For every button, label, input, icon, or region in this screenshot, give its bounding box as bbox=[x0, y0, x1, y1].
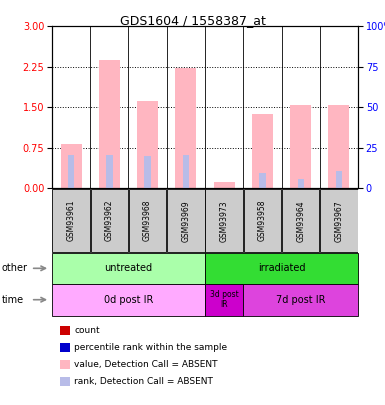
Bar bbox=[90, 189, 128, 252]
Bar bbox=[60, 144, 82, 188]
Text: GSM93961: GSM93961 bbox=[67, 200, 75, 241]
Bar bbox=[144, 156, 151, 188]
Text: count: count bbox=[74, 326, 100, 335]
Text: GSM93973: GSM93973 bbox=[219, 200, 229, 241]
Text: time: time bbox=[2, 295, 24, 305]
Bar bbox=[137, 101, 158, 188]
Text: other: other bbox=[2, 263, 28, 273]
Text: rank, Detection Call = ABSENT: rank, Detection Call = ABSENT bbox=[74, 377, 213, 386]
Bar bbox=[336, 171, 342, 188]
Text: 3d post
IR: 3d post IR bbox=[210, 290, 239, 309]
Text: GSM93958: GSM93958 bbox=[258, 200, 267, 241]
Text: GSM93962: GSM93962 bbox=[105, 200, 114, 241]
Bar bbox=[328, 105, 350, 188]
Text: untreated: untreated bbox=[104, 263, 152, 273]
Bar bbox=[175, 68, 196, 188]
Text: GSM93969: GSM93969 bbox=[181, 200, 191, 241]
Bar bbox=[259, 173, 266, 188]
Bar bbox=[167, 189, 205, 252]
Text: GSM93964: GSM93964 bbox=[296, 200, 305, 241]
Bar bbox=[244, 189, 281, 252]
Text: irradiated: irradiated bbox=[258, 263, 305, 273]
Bar bbox=[290, 105, 311, 188]
Bar bbox=[99, 60, 120, 188]
Bar bbox=[282, 189, 320, 252]
Bar bbox=[52, 189, 90, 252]
Bar bbox=[298, 179, 304, 188]
Text: 0d post IR: 0d post IR bbox=[104, 295, 153, 305]
Text: GSM93968: GSM93968 bbox=[143, 200, 152, 241]
Bar bbox=[68, 155, 74, 188]
Text: percentile rank within the sample: percentile rank within the sample bbox=[74, 343, 228, 352]
Bar bbox=[320, 189, 358, 252]
Bar bbox=[183, 155, 189, 188]
Bar bbox=[252, 114, 273, 188]
Text: value, Detection Call = ABSENT: value, Detection Call = ABSENT bbox=[74, 360, 218, 369]
Bar bbox=[214, 182, 235, 188]
Text: 7d post IR: 7d post IR bbox=[276, 295, 325, 305]
Text: GDS1604 / 1558387_at: GDS1604 / 1558387_at bbox=[120, 14, 265, 27]
Bar bbox=[106, 155, 112, 188]
Bar bbox=[129, 189, 166, 252]
Bar bbox=[205, 189, 243, 252]
Text: GSM93967: GSM93967 bbox=[335, 200, 343, 241]
